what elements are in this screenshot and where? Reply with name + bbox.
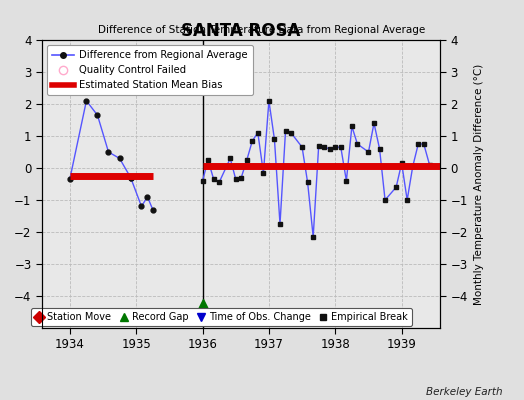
Text: Difference of Station Temperature Data from Regional Average: Difference of Station Temperature Data f… — [99, 25, 425, 35]
Text: Berkeley Earth: Berkeley Earth — [427, 387, 503, 397]
Y-axis label: Monthly Temperature Anomaly Difference (°C): Monthly Temperature Anomaly Difference (… — [474, 63, 484, 305]
Title: SANTA ROSA: SANTA ROSA — [181, 22, 301, 40]
Legend: Station Move, Record Gap, Time of Obs. Change, Empirical Break: Station Move, Record Gap, Time of Obs. C… — [31, 308, 411, 326]
